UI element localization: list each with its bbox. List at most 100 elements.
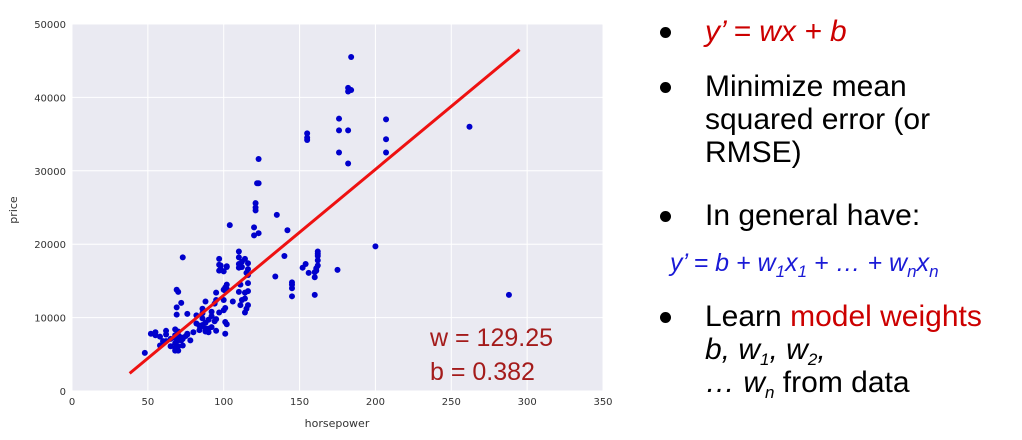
data-point [223,281,230,288]
data-point [336,115,343,122]
data-point [175,288,182,295]
grid-lines [71,23,604,392]
data-point [281,252,288,259]
data-point [244,302,251,309]
data-point [156,333,163,340]
weights-b-w1: b, w [705,333,761,366]
data-point [255,156,262,163]
data-point [244,288,251,295]
data-point [173,311,180,318]
y-tick-label: 50000 [34,20,66,31]
learn-word: Learn [705,300,791,333]
data-point [238,263,245,270]
data-point [213,289,220,296]
y-tick-label: 40000 [34,93,66,104]
model-weights-phrase: model weights [790,300,982,333]
x-tick-label: 200 [366,397,385,408]
formula-sub-1: 1 [775,262,786,281]
x-tick-labels: 0 50 100 150 200 250 300 350 [69,397,613,408]
data-point [226,222,233,229]
data-point [202,298,209,305]
weights-comma: , [817,333,826,366]
data-point [241,255,248,262]
formula-mid: + … + w [807,249,908,277]
data-point [223,263,230,270]
bullet-2-text: Minimize mean squared error (or RMSE) [705,70,931,169]
formula-sub-nb: n [929,262,939,281]
weights-ellipsis-wn: … w [705,366,765,399]
data-point [222,305,229,312]
x-tick-label: 350 [593,397,612,408]
data-point [147,330,154,337]
data-point [348,87,355,94]
data-point [175,347,182,354]
data-point [179,342,186,349]
data-point [167,343,174,350]
data-point [184,310,191,317]
data-point [383,136,390,143]
data-point [208,324,215,331]
x-tick-label: 250 [442,397,461,408]
sub-n: n [765,383,775,402]
data-point [505,291,512,298]
sub-1: 1 [760,350,770,369]
weights-w2: , w [769,333,808,366]
y-tick-label: 10000 [34,314,66,325]
data-point [217,262,224,269]
bullet-list: y’ = wx + b Minimize mean squared error … [640,0,1022,440]
formula-lhs: y’ = b + w [670,249,776,277]
data-point [216,255,223,262]
x-axis-label: horsepower [305,417,370,430]
bullet-1-formula: y’ = wx + b [705,15,847,48]
data-point [178,299,185,306]
data-points [141,54,512,356]
data-point [252,200,259,207]
data-point [311,274,318,281]
data-point [304,134,311,141]
data-point [244,280,251,287]
formula-sub-1b: 1 [797,262,808,281]
bullet-dot-icon [660,82,671,93]
data-point [213,316,220,323]
data-point [251,224,258,231]
data-point [141,349,148,356]
formula-xn: x [916,249,930,277]
data-point [284,227,291,234]
general-formula: y’ = b + w1x1 + … + wnxn [670,249,939,281]
y-tick-labels: 0 10000 20000 30000 40000 50000 [34,20,66,398]
data-point [273,211,280,218]
data-point [187,337,194,344]
bullet-dot-icon [660,312,671,323]
data-point [244,266,251,273]
formula-sub-n: n [907,262,917,281]
data-point [222,330,229,337]
data-point [251,232,258,239]
data-point [220,268,227,275]
data-point [288,293,295,300]
data-point [173,304,180,311]
annotation-b: b = 0.382 [430,358,535,386]
x-tick-label: 300 [518,397,537,408]
regression-line [128,48,521,375]
y-axis-label: price [7,196,20,224]
data-point [235,254,242,261]
x-tick-label: 50 [141,397,154,408]
data-point [244,260,251,267]
data-point [252,204,259,211]
data-point [372,243,379,250]
bullet-4-text: Learn model weights b, w1, w2, … wn from … [705,300,1005,402]
from-data: from data [774,366,910,399]
data-point [255,230,262,237]
data-point [311,291,318,298]
data-point [241,295,248,302]
x-tick-label: 0 [69,397,75,408]
data-point [152,329,159,336]
data-point [235,288,242,295]
data-point [184,330,191,337]
data-point [272,273,279,280]
annotation-w: w = 129.25 [429,324,553,352]
y-tick-label: 20000 [34,240,66,251]
scatter-chart: 0 50 100 150 200 250 300 350 0 10000 20000 30000 40… [7,20,613,430]
data-point [383,116,390,123]
data-point [314,257,321,264]
